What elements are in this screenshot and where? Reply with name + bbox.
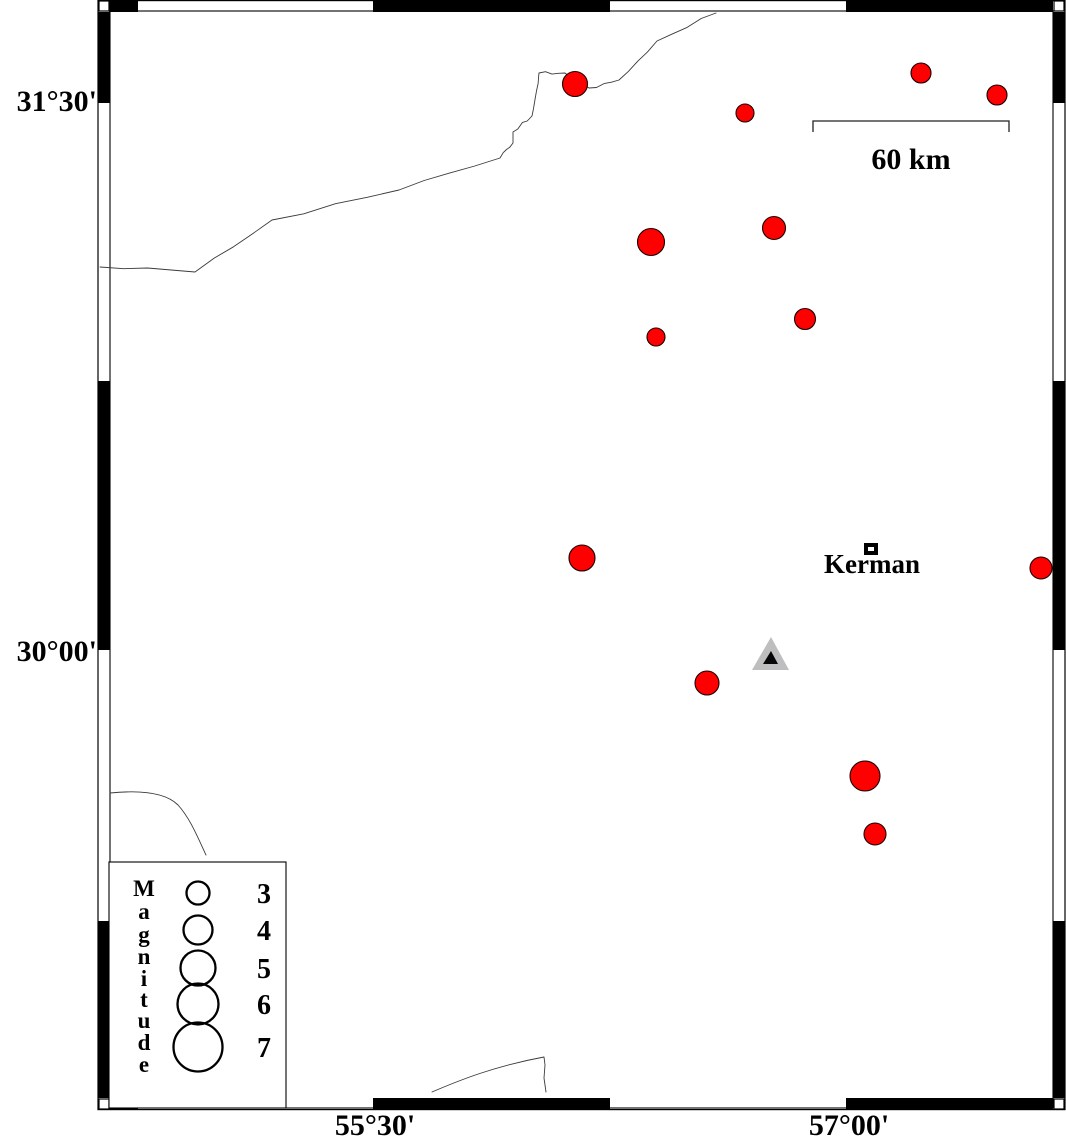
svg-text:e: e	[139, 1052, 149, 1077]
svg-text:5: 5	[257, 954, 271, 985]
svg-text:M: M	[133, 876, 155, 901]
svg-text:31°30': 31°30'	[17, 85, 97, 118]
svg-text:30°00': 30°00'	[17, 635, 97, 668]
svg-text:60 km: 60 km	[871, 143, 950, 176]
svg-text:57°00': 57°00'	[809, 1109, 889, 1142]
svg-text:7: 7	[257, 1033, 271, 1064]
svg-text:4: 4	[257, 916, 271, 947]
svg-text:Kerman: Kerman	[824, 549, 920, 579]
svg-text:a: a	[138, 899, 150, 924]
svg-text:3: 3	[257, 879, 271, 910]
svg-text:55°30': 55°30'	[335, 1109, 415, 1142]
svg-text:6: 6	[257, 990, 271, 1021]
